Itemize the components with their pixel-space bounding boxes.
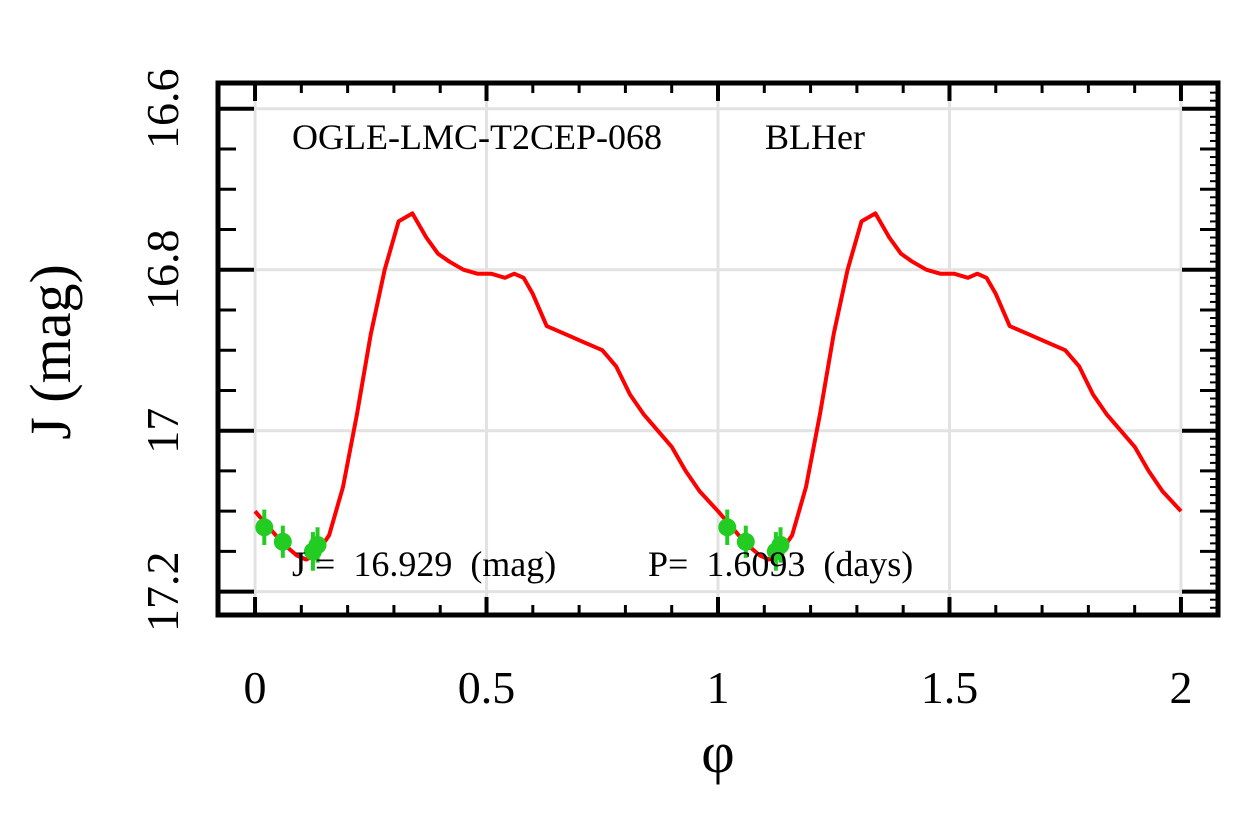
observation-point <box>255 518 274 537</box>
y-tick-label: 16.6 <box>137 69 188 150</box>
tick-labels: 0 0.5 1 1.5 2 16.6 16.8 17 17.2 <box>137 69 1192 713</box>
x-tick-label: 2 <box>1169 662 1192 713</box>
fit-curve-layer <box>253 211 1183 562</box>
star-type-label: BLHer <box>765 117 865 157</box>
y-tick-label: 17.2 <box>137 551 188 632</box>
x-tick-label: 1.5 <box>921 662 979 713</box>
observation-point <box>718 518 737 537</box>
star-name-label: OGLE-LMC-T2CEP-068 <box>292 117 662 157</box>
observation-point <box>308 535 327 554</box>
y-tick-label: 17 <box>137 408 188 454</box>
plot-frame <box>215 80 1221 618</box>
x-tick-label: 0.5 <box>458 662 516 713</box>
observation-point <box>736 532 755 551</box>
observation-points <box>255 509 790 571</box>
fit-curve-line <box>253 211 1183 562</box>
observation-point <box>273 532 292 551</box>
x-axis-title: φ <box>701 720 734 785</box>
observation-point <box>771 535 790 554</box>
y-tick-label: 16.8 <box>137 229 188 310</box>
x-tick-label: 1 <box>707 662 730 713</box>
mean-magnitude-label: J = 16.929 (mag) <box>292 544 556 584</box>
y-axis-title: J (mag) <box>18 264 83 440</box>
period-label: P= 1.6093 (days) <box>648 544 913 584</box>
x-tick-label: 0 <box>244 662 267 713</box>
